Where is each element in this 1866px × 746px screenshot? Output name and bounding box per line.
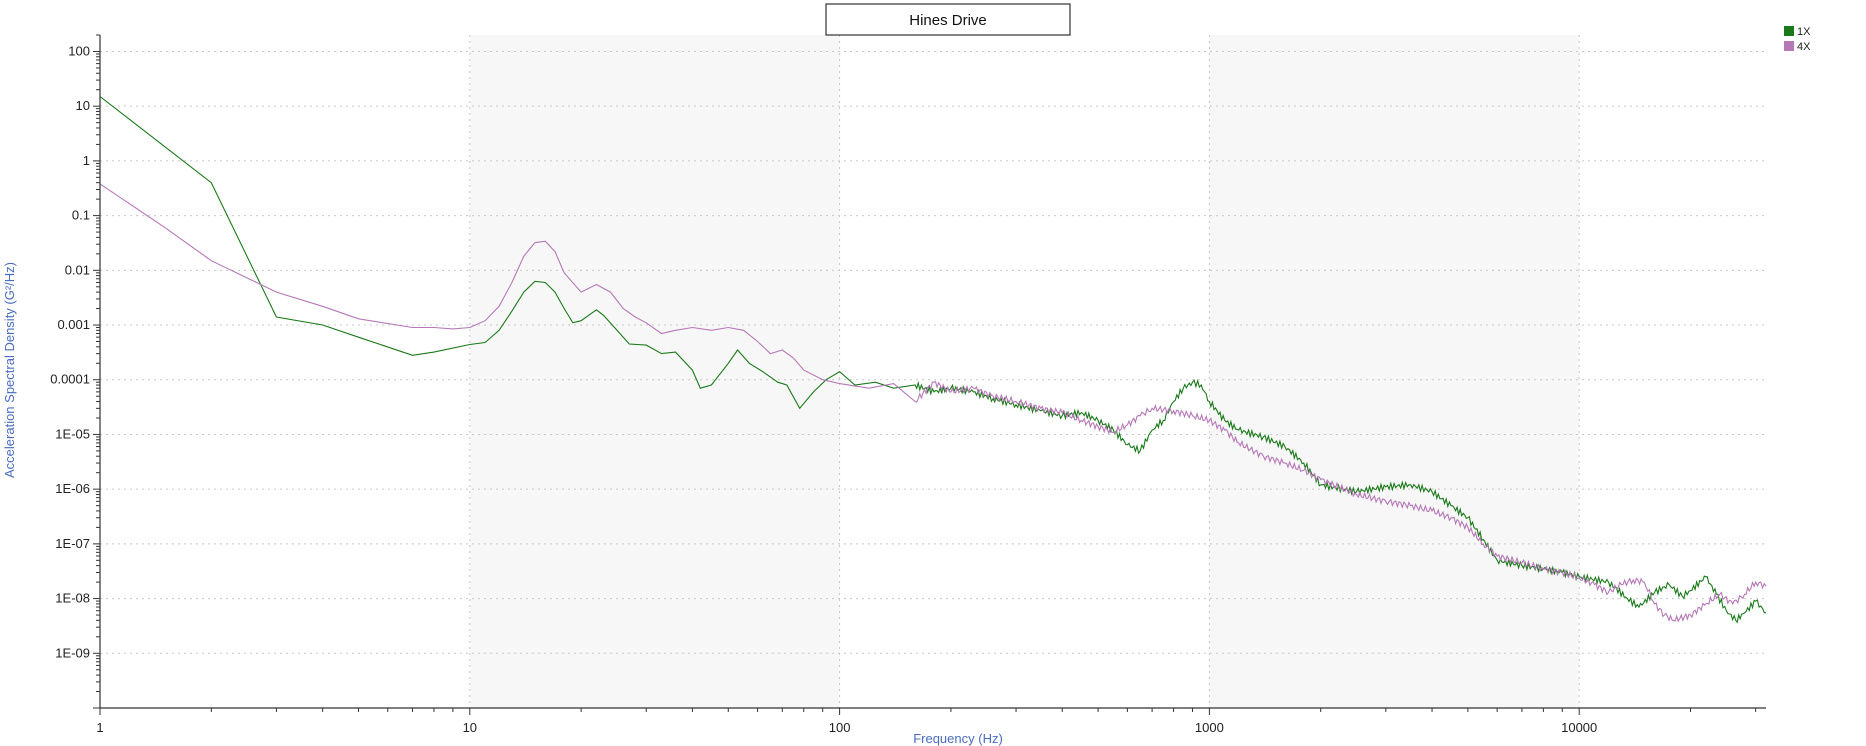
series-line-4x <box>99 183 1767 623</box>
legend-label-4x: 4X <box>1797 41 1811 53</box>
chart-title-box: Hines Drive <box>825 3 1071 36</box>
title-box <box>825 3 1071 36</box>
shaded-band-0 <box>469 35 840 708</box>
y-tick-label: 0.1 <box>72 208 90 223</box>
y-tick-label: 0.01 <box>65 262 90 277</box>
y-tick-label: 100 <box>68 43 90 58</box>
x-tick-label: 1 <box>96 720 103 735</box>
y-tick-label: 1E-06 <box>55 481 90 496</box>
x-tick-label: 10000 <box>1561 720 1597 735</box>
y-tick-label: 10 <box>76 98 90 113</box>
y-axis-title: Acceleration Spectral Density (G²/Hz) <box>2 262 17 478</box>
x-tick-label: 100 <box>829 720 851 735</box>
x-tick-label: 1000 <box>1195 720 1224 735</box>
chart-title: Hines Drive <box>909 12 987 29</box>
shaded-band-1 <box>1209 35 1580 708</box>
tick-labels: 1 10 100 1000 10000 100 10 1 0.1 0.01 0.001 0.0001 1… <box>50 43 1597 735</box>
y-tick-label: 1 <box>83 153 90 168</box>
legend-swatch-4x <box>1784 41 1794 51</box>
series-lines <box>99 96 1767 624</box>
legend-swatch-1x <box>1784 26 1794 36</box>
y-tick-label: 1E-09 <box>55 645 90 660</box>
gridlines <box>100 35 1766 708</box>
y-tick-label: 0.0001 <box>50 372 90 387</box>
x-axis-title: Frequency (Hz) <box>913 731 1003 746</box>
x-tick-label: 10 <box>463 720 477 735</box>
y-tick-label: 1E-08 <box>55 591 90 606</box>
legend-label-1x: 1X <box>1797 26 1811 38</box>
axes <box>93 34 1766 715</box>
y-tick-label: 0.001 <box>57 317 90 332</box>
y-tick-label: 1E-07 <box>55 536 90 551</box>
y-tick-label: 1E-05 <box>55 426 90 441</box>
shaded-decades <box>469 35 1580 708</box>
